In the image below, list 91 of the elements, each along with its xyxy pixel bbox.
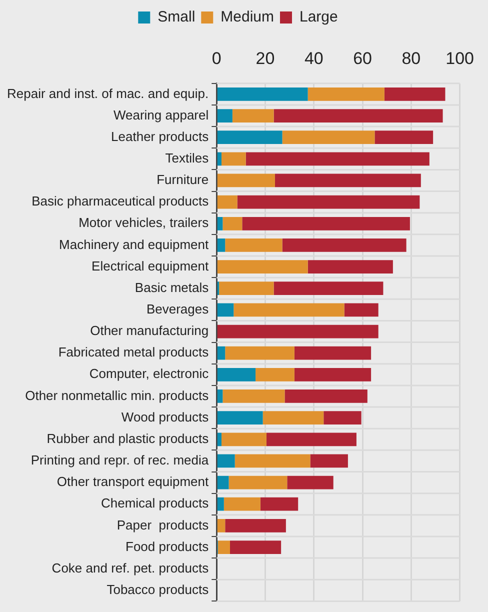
bar	[217, 109, 232, 122]
bar	[217, 411, 263, 424]
bar	[217, 260, 308, 274]
bar	[217, 152, 222, 166]
bar	[324, 411, 362, 424]
bar	[217, 432, 222, 446]
bar	[217, 346, 226, 360]
bar	[222, 390, 285, 403]
bar	[217, 454, 235, 468]
legend-label: Small	[158, 8, 196, 26]
y-tick-label: Leather products	[111, 128, 210, 144]
y-tick-label: Fabricated metal products	[58, 344, 210, 360]
bar	[218, 540, 230, 554]
bar	[274, 109, 443, 122]
bar	[287, 476, 334, 490]
x-tick-label: 100	[446, 48, 474, 68]
y-tick-label: Paper products	[116, 517, 210, 532]
y-tick-label: Beverages	[146, 302, 210, 317]
bar	[310, 454, 348, 468]
y-tick-label: Tobacco products	[106, 582, 210, 597]
y-tick-label: Basic pharmaceutical products	[32, 194, 210, 209]
y-tick-label: Basic metals	[134, 280, 210, 295]
y-tick-label: Motor vehicles, trailers	[78, 215, 210, 230]
bar	[256, 368, 294, 382]
y-tick-label: Rubber and plastic products	[46, 430, 210, 446]
bar	[282, 130, 375, 144]
bar	[308, 88, 384, 101]
bar	[260, 497, 298, 511]
y-tick-label: Machinery and equipment	[59, 236, 210, 252]
bar	[232, 109, 274, 122]
bar	[294, 346, 372, 360]
bar	[217, 476, 229, 490]
y-tick-label: Other nonmetallic min. products	[25, 388, 210, 403]
bar	[234, 303, 344, 317]
bar	[221, 152, 246, 166]
bar	[217, 195, 238, 209]
bar	[222, 216, 242, 230]
bar	[246, 152, 430, 166]
bar	[217, 88, 308, 101]
bar	[225, 238, 282, 252]
x-tick-label: 40	[304, 48, 324, 68]
legend-label: Medium	[220, 8, 274, 26]
bar	[344, 303, 378, 317]
bar	[282, 238, 406, 252]
bar	[224, 497, 260, 511]
bar	[225, 519, 286, 532]
bar	[230, 540, 282, 554]
bar	[242, 216, 410, 230]
bar	[384, 88, 446, 101]
bar	[217, 368, 256, 382]
bar	[217, 216, 223, 230]
bar	[284, 390, 368, 403]
y-tick-label: Food products	[126, 538, 210, 554]
y-tick-label: Textiles	[165, 150, 210, 166]
x-tick-label: 60	[353, 48, 372, 68]
y-tick-label: Chemical products	[100, 496, 210, 511]
y-tick-label: Wood products	[121, 409, 210, 424]
bar	[217, 390, 223, 403]
bar	[234, 454, 310, 468]
bar	[221, 432, 266, 446]
y-tick-label: Printing and repr. of rec. media	[30, 452, 210, 468]
x-tick-label: 80	[402, 48, 421, 68]
y-tick-label: Repair and inst. of mac. and equip.	[6, 86, 209, 101]
bar	[217, 130, 282, 144]
bar	[219, 282, 274, 296]
bar	[374, 130, 434, 144]
bar	[274, 282, 384, 296]
y-tick-label: Other manufacturing	[90, 323, 209, 338]
bar	[217, 497, 224, 511]
bar	[274, 174, 421, 188]
y-tick-label: Wearing apparel	[113, 107, 209, 122]
bar	[217, 324, 378, 338]
bar	[225, 346, 294, 360]
bar	[262, 411, 324, 424]
bar	[217, 174, 275, 188]
bar	[237, 195, 420, 209]
bar	[266, 432, 356, 446]
y-tick-label: Electrical equipment	[92, 258, 210, 274]
y-tick-label: Coke and ref. pet. products	[52, 560, 210, 576]
x-tick-label: 20	[256, 48, 275, 68]
bar	[217, 238, 226, 252]
x-tick-label: 0	[212, 48, 222, 68]
y-tick-label: Other transport equipment	[56, 474, 210, 490]
y-tick-label: Computer, electronic	[89, 366, 210, 382]
legend-label: Large	[299, 8, 338, 26]
bar	[228, 476, 288, 490]
bar	[217, 519, 226, 532]
bar	[217, 303, 234, 317]
y-tick-label: Furniture	[156, 172, 209, 188]
bar	[294, 368, 372, 382]
bar	[308, 260, 393, 274]
